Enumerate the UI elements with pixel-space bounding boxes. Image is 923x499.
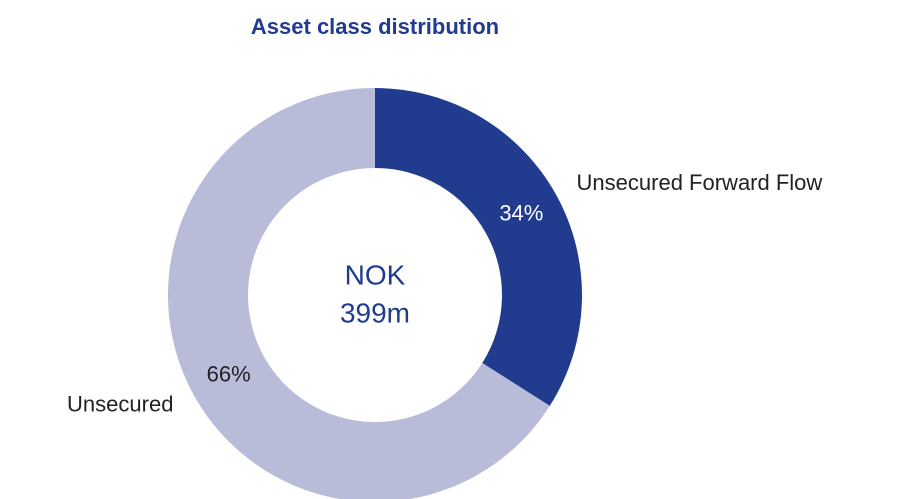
donut-slice	[375, 88, 582, 406]
center-label: 399m	[340, 297, 410, 328]
center-label: NOK	[345, 259, 406, 290]
category-label: Unsecured Forward Flow	[577, 170, 823, 195]
donut-slice	[168, 88, 550, 499]
category-label: Unsecured	[67, 392, 173, 417]
value-label: 66%	[207, 361, 251, 386]
chart-title: Asset class distribution	[251, 14, 499, 39]
value-label: 34%	[499, 200, 543, 225]
